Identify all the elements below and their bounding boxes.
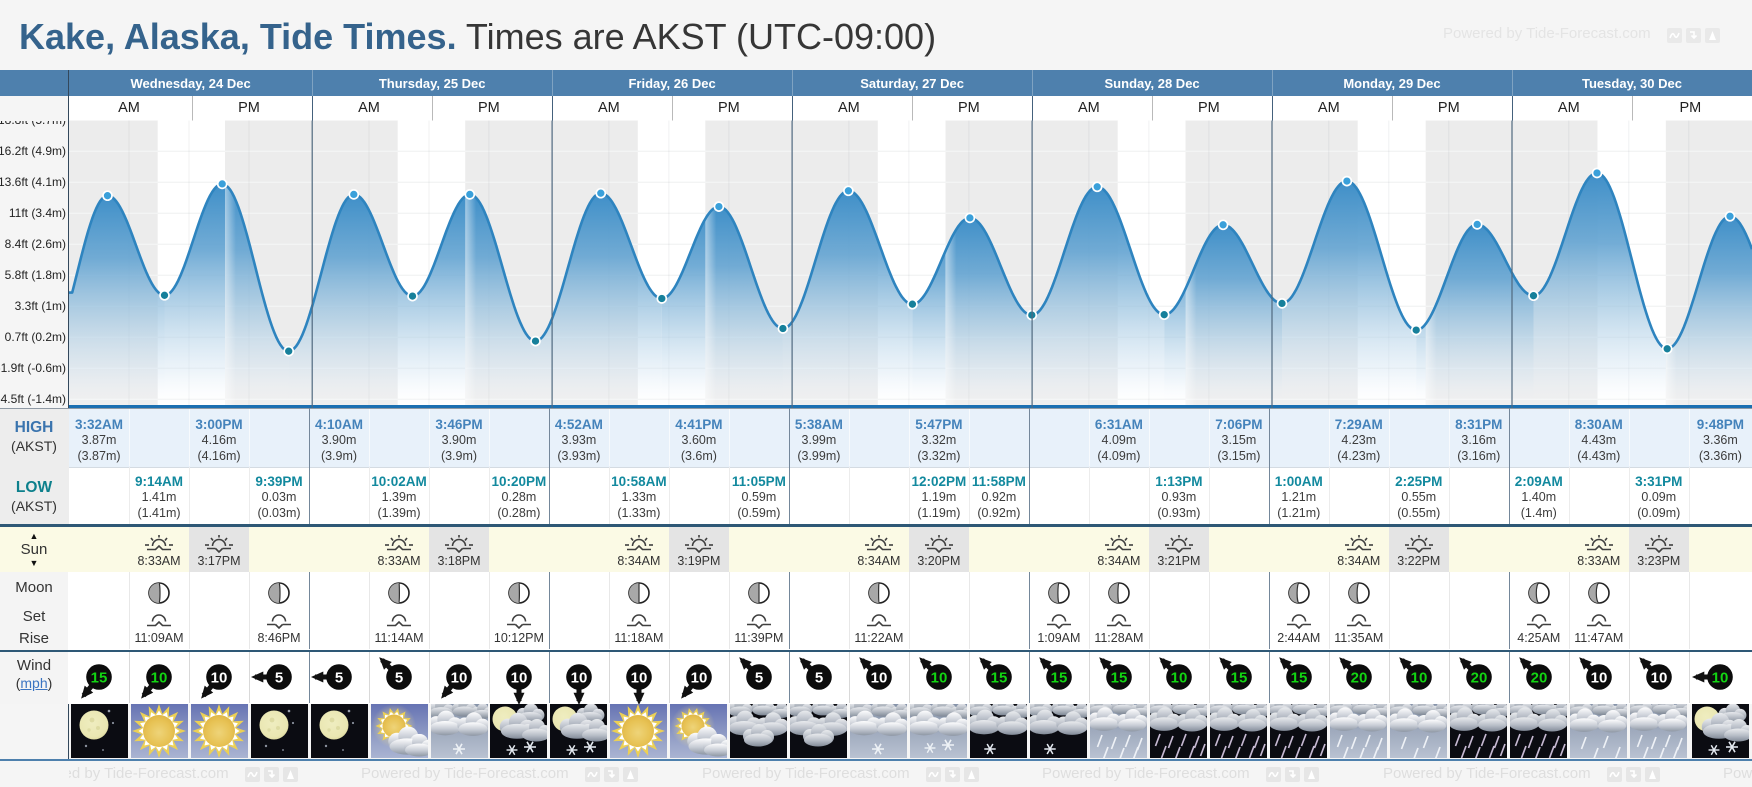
svg-text:5: 5	[815, 670, 823, 687]
svg-text:10: 10	[571, 670, 588, 687]
svg-text:15: 15	[1290, 670, 1307, 687]
svg-text:10: 10	[451, 670, 468, 687]
svg-text:15: 15	[91, 670, 108, 687]
svg-text:5: 5	[335, 670, 343, 687]
svg-text:20: 20	[1530, 670, 1547, 687]
svg-text:20: 20	[1470, 670, 1487, 687]
svg-text:5: 5	[395, 670, 403, 687]
svg-text:10: 10	[1171, 670, 1188, 687]
svg-text:5: 5	[275, 670, 283, 687]
svg-text:10: 10	[511, 670, 528, 687]
svg-text:10: 10	[1650, 670, 1667, 687]
svg-text:10: 10	[211, 670, 228, 687]
svg-text:10: 10	[871, 670, 888, 687]
svg-text:10: 10	[631, 670, 648, 687]
svg-text:10: 10	[931, 670, 948, 687]
svg-text:15: 15	[1111, 670, 1128, 687]
svg-text:10: 10	[691, 670, 708, 687]
svg-text:10: 10	[151, 670, 168, 687]
svg-text:15: 15	[1051, 670, 1068, 687]
svg-text:15: 15	[991, 670, 1008, 687]
svg-text:10: 10	[1590, 670, 1607, 687]
svg-text:15: 15	[1231, 670, 1248, 687]
svg-text:20: 20	[1350, 670, 1367, 687]
svg-text:10: 10	[1712, 670, 1729, 687]
svg-text:10: 10	[1410, 670, 1427, 687]
svg-text:5: 5	[755, 670, 763, 687]
